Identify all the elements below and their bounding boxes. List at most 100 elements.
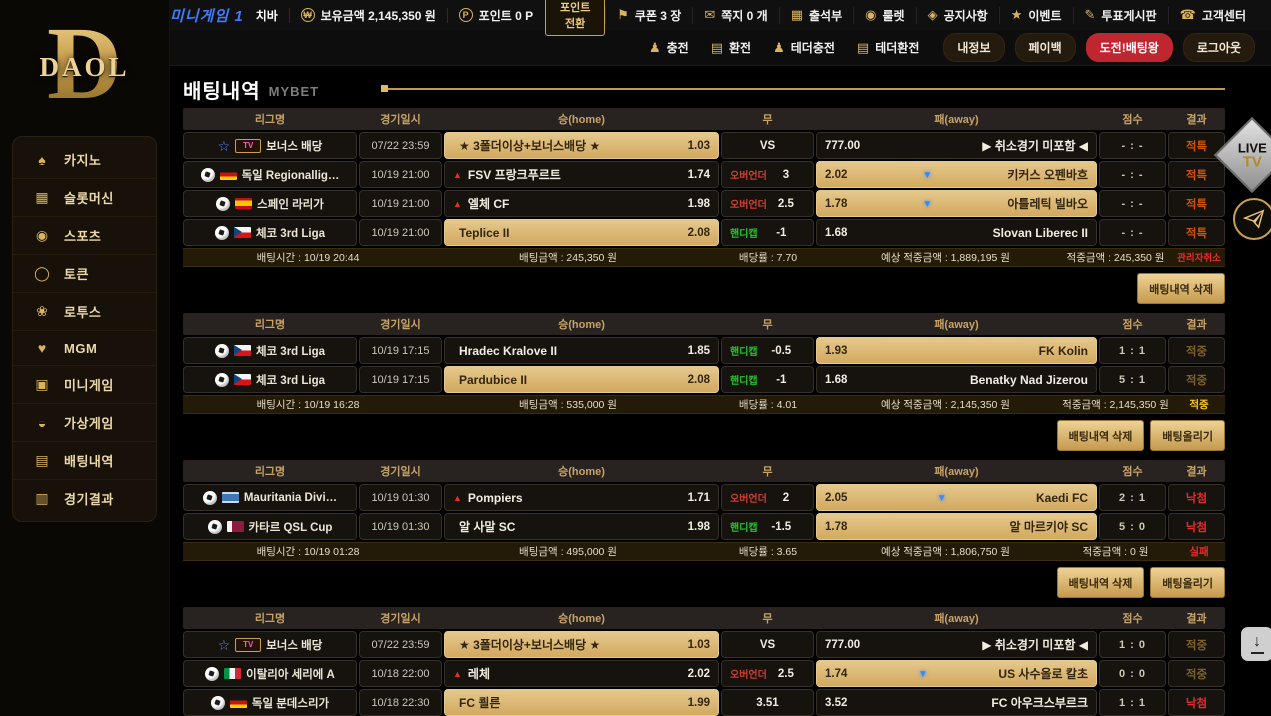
expected-win-amount: 예상 적중금액 : 1,806,750 원 — [881, 546, 1010, 558]
home-odds: 1.71 — [687, 491, 710, 504]
flag-icon-qa — [226, 521, 244, 532]
pill-betking[interactable]: 도전!배팅왕 — [1085, 33, 1173, 62]
sidebar-item-virtual[interactable]: ◒ 가상게임 — [13, 404, 156, 442]
minigame-sub-link[interactable]: 치바 — [255, 8, 278, 23]
result-cell: 적중 — [1168, 366, 1225, 393]
sidebar-item-minigame[interactable]: ▣ 미니게임 — [13, 366, 156, 404]
pill-logout[interactable]: 로그아웃 — [1182, 33, 1255, 62]
score-cell: 5 : 1 — [1099, 366, 1166, 393]
topbar-banking-links: ♟ 충전 ▤ 환전 ♟ 테더충전 ▤ 테더환전 — [638, 39, 930, 56]
column-header: 리그명 — [254, 466, 286, 478]
away-odds-cell: 1.68 Slovan Liberec II — [816, 219, 1097, 246]
sidebar-item-label: 배팅내역 — [64, 454, 114, 469]
sidebar-item-results[interactable]: ▥ 경기결과 — [13, 480, 156, 517]
pill-myinfo[interactable]: 내정보 — [943, 33, 1005, 62]
draw-cell: 오버언더 3 — [721, 161, 814, 188]
topbar-link-vote[interactable]: ✎ 투표게시판 — [1072, 6, 1168, 24]
home-odds-cell: ▲ FSV 프랑크푸르트 1.74 — [444, 161, 719, 188]
topbar-link-roulette[interactable]: ◉ 룰렛 — [853, 6, 915, 24]
topbar-link-support[interactable]: ☎ 고객센터 — [1167, 6, 1257, 24]
score-cell: 1 : 0 — [1099, 631, 1166, 658]
share-bet-button[interactable]: 배팅올리기 — [1150, 567, 1225, 598]
virtual-icon: ◒ — [37, 414, 47, 431]
match-datetime: 10/18 22:30 — [359, 689, 442, 716]
message-icon: ✉ — [704, 7, 716, 22]
win-amount: 적중금액 : 0 원 — [1082, 546, 1149, 558]
result-label: 적특 — [1185, 169, 1208, 182]
home-odds: 1.03 — [687, 139, 710, 152]
topbar-link-attendance[interactable]: ▦ 출석부 — [778, 6, 853, 24]
away-odds-cell: 1.78 ▼ 아틀레틱 빌바오 — [816, 190, 1097, 217]
bet-time: 배팅시간 : 10/19 01:28 — [256, 546, 360, 558]
topbar-link-deposit[interactable]: ♟ 충전 — [638, 39, 700, 56]
sidebar-item-label: MGM — [64, 340, 98, 356]
topbar-link-event[interactable]: ★ 이벤트 — [998, 6, 1073, 24]
away-mid: ▼ — [847, 169, 1007, 181]
share-bet-button[interactable]: 배팅올리기 — [1150, 420, 1225, 451]
odds-up-icon: ▲ — [453, 169, 462, 180]
topbar-link-tether-withdraw[interactable]: ▤ 테더환전 — [846, 39, 930, 56]
away-team-name: FK Kolin — [1038, 343, 1088, 358]
draw-value: 3 — [782, 168, 790, 181]
deposit-icon: ♟ — [648, 39, 661, 55]
home-odds-cell: ▲ Pompiers 1.71 — [444, 484, 719, 511]
topbar-link-coupon[interactable]: ⚑ 쿠폰 3 장 — [605, 6, 692, 24]
draw-cell: 핸디캡 -1 — [721, 366, 814, 393]
bet-table: 리그명 경기일시 승(home) 무 패(away) 점수 결과 ☆ TV 보너스 배당 07/22… — [183, 108, 1225, 304]
bet-table: 리그명 경기일시 승(home) 무 패(away) 점수 결과 체코 3rd Liga 10/… — [183, 313, 1225, 451]
telegram-button[interactable] — [1233, 198, 1271, 240]
topbar-link-notice[interactable]: ◈ 공지사항 — [915, 6, 999, 24]
delete-bet-button[interactable]: 배팅내역 삭제 — [1056, 420, 1145, 451]
bonus-badge-icon: TV — [235, 138, 262, 153]
topbar-link-withdraw[interactable]: ▤ 환전 — [700, 39, 762, 56]
match-datetime: 10/19 21:00 — [359, 219, 442, 246]
column-header: 패(away) — [934, 466, 979, 478]
point-icon: P — [458, 8, 473, 22]
win-amount: 적중금액 : 2,145,350 원 — [1062, 399, 1169, 411]
sidebar-item-token[interactable]: ◯ 토큰 — [13, 255, 156, 293]
away-odds: 2.02 — [825, 168, 848, 181]
away-team-name: Slovan Liberec II — [992, 225, 1088, 240]
minigame-link[interactable]: 미니게임 1 — [169, 7, 244, 25]
pill-payback[interactable]: 페이백 — [1014, 33, 1076, 62]
away-odds: 1.93 — [825, 344, 848, 357]
minigame-group: 미니게임 1 치바 — [170, 5, 278, 26]
match-datetime: 10/19 01:30 — [359, 484, 442, 511]
league-name: Mauritania Divi… — [243, 491, 338, 504]
league-cell: 체코 3rd Liga — [183, 366, 357, 393]
result-label: 낙첨 — [1185, 697, 1208, 710]
telegram-icon — [1243, 209, 1265, 229]
home-team-name: Teplice II — [459, 225, 510, 240]
live-tv-label2: TV — [1242, 153, 1262, 170]
bet-result-status: 적중 — [1173, 397, 1225, 412]
away-team-name: Benatky Nad Jizerou — [969, 372, 1088, 387]
column-header: 승(home) — [558, 613, 605, 625]
point-convert-button[interactable]: 포인트전환 — [545, 0, 606, 36]
bet-result-text: 적중 — [1189, 399, 1209, 411]
balance-display: ₩ 보유금액 2,145,350 원 — [300, 7, 436, 24]
flag-icon-cz — [233, 374, 251, 385]
league-cell: 스페인 라리가 — [183, 190, 357, 217]
home-odds: 1.98 — [687, 520, 710, 533]
bet-row: 체코 3rd Liga 10/19 17:15 Hradec Kralove II 1… — [183, 337, 1225, 364]
score-cell: 2 : 1 — [1099, 484, 1166, 511]
sidebar-item-casino[interactable]: ♠ 카지노 — [13, 141, 156, 179]
sidebar-item-mybet[interactable]: ▤ 배팅내역 — [13, 442, 156, 480]
brand-logo[interactable]: D DAOL — [0, 0, 169, 130]
home-odds-cell: 알 사말 SC 1.98 — [444, 513, 719, 540]
delete-bet-button[interactable]: 배팅내역 삭제 — [1137, 273, 1225, 304]
sidebar-item-lotus[interactable]: ❀ 로투스 — [13, 293, 156, 331]
bet-summary: 배팅시간 : 10/19 01:28 배팅금액 : 495,000 원 배당률 : … — [183, 542, 1225, 561]
delete-bet-button[interactable]: 배팅내역 삭제 — [1056, 567, 1145, 598]
balance-text: 보유금액 2,145,350 원 — [320, 8, 436, 23]
column-header: 리그명 — [254, 319, 286, 331]
sidebar-item-slot[interactable]: ▦ 슬롯머신 — [13, 179, 156, 217]
brand-wordmark: DAOL — [39, 52, 130, 82]
sidebar-item-mgm[interactable]: ♥ MGM — [13, 331, 156, 366]
scroll-down-button[interactable]: ↓ — [1241, 627, 1271, 661]
topbar-link-tether-deposit[interactable]: ♟ 테더충전 — [762, 39, 846, 56]
odds-down-icon: ▼ — [917, 668, 928, 680]
sidebar-item-sports[interactable]: ◉ 스포츠 — [13, 217, 156, 255]
column-header: 경기일시 — [380, 613, 421, 625]
topbar-link-message[interactable]: ✉ 쪽지 0 개 — [692, 6, 778, 24]
